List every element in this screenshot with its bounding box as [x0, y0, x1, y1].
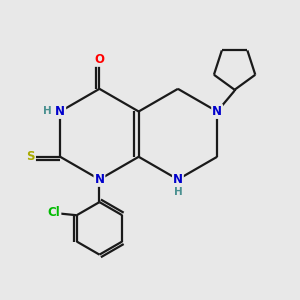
- Text: N: N: [212, 105, 222, 118]
- Text: O: O: [94, 53, 104, 66]
- Text: N: N: [173, 173, 183, 186]
- Text: N: N: [94, 173, 104, 186]
- Text: N: N: [55, 105, 65, 118]
- Text: H: H: [173, 187, 182, 197]
- Text: S: S: [26, 150, 35, 163]
- Text: Cl: Cl: [48, 206, 60, 220]
- Text: H: H: [43, 106, 52, 116]
